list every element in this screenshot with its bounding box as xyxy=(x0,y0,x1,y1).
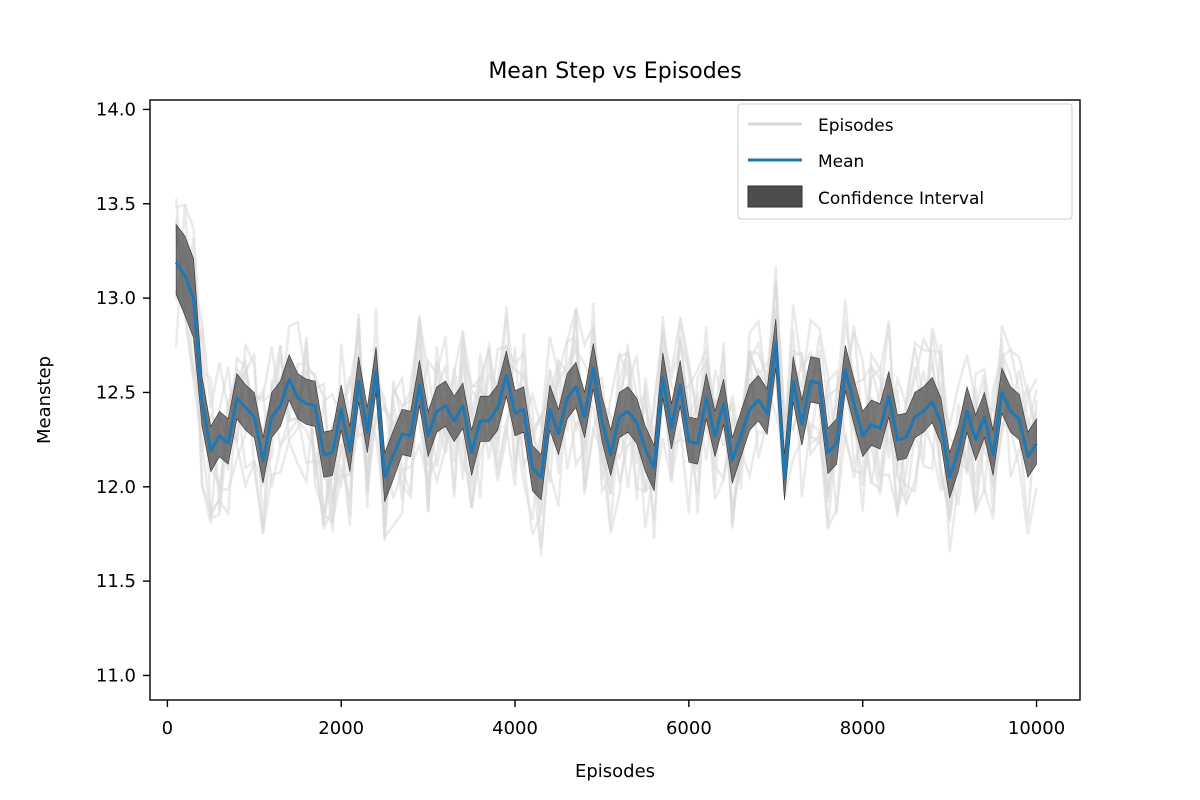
x-axis: 0 2000 4000 6000 8000 10000 xyxy=(162,700,1065,739)
x-tick-label: 4000 xyxy=(492,718,538,739)
mean-line-layer xyxy=(174,261,1038,481)
y-tick-label: 12.5 xyxy=(96,382,136,403)
y-tick-label: 11.5 xyxy=(96,571,136,592)
y-tick-label: 13.0 xyxy=(96,288,136,309)
legend-label-mean: Mean xyxy=(818,152,864,172)
x-tick-label: 6000 xyxy=(666,718,712,739)
legend: Episodes Mean Confidence Interval xyxy=(737,103,1073,220)
y-axis: 11.0 11.5 12.0 12.5 13.0 13.5 14.0 xyxy=(96,99,150,686)
plot-frame xyxy=(149,99,1081,701)
y-tick-label: 12.0 xyxy=(96,477,136,498)
legend-label-episodes: Episodes xyxy=(818,116,894,136)
x-tick-label: 2000 xyxy=(318,718,364,739)
legend-box xyxy=(737,103,1073,220)
x-tick-label: 10000 xyxy=(1008,718,1065,739)
legend-label-confidence-interval: Confidence Interval xyxy=(818,189,984,209)
episode-line xyxy=(174,245,1038,535)
x-tick-label: 0 xyxy=(162,718,173,739)
legend-ci-swatch xyxy=(747,185,803,208)
y-tick-label: 11.0 xyxy=(96,665,136,686)
y-axis-label: Meanstep xyxy=(34,356,55,444)
y-tick-label: 13.5 xyxy=(96,194,136,215)
x-tick-label: 8000 xyxy=(840,718,886,739)
mean-line xyxy=(174,261,1038,481)
y-tick-label: 14.0 xyxy=(96,99,136,120)
x-axis-label: Episodes xyxy=(575,761,655,782)
plot-area xyxy=(174,198,1038,557)
chart-title: Mean Step vs Episodes xyxy=(488,59,741,84)
